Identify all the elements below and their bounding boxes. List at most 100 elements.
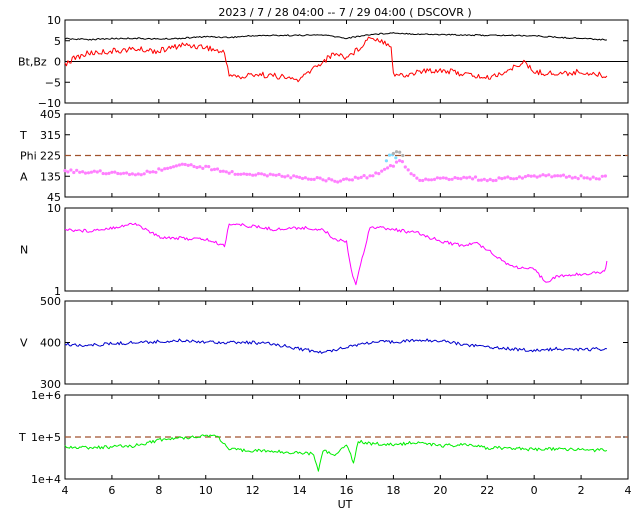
data-point <box>479 178 483 182</box>
data-point <box>207 165 211 169</box>
data-point <box>236 172 240 176</box>
y-tick-label: 0 <box>54 56 61 69</box>
data-point <box>435 176 439 180</box>
data-point <box>597 177 601 181</box>
data-point <box>163 167 167 171</box>
data-point <box>298 175 302 179</box>
data-point <box>330 178 334 182</box>
data-point <box>567 174 572 178</box>
chart-title: 2023 / 7 / 28 04:00 -- 7 / 29 04:00 ( DS… <box>218 6 471 19</box>
data-point <box>585 176 589 180</box>
data-point <box>409 172 413 176</box>
data-point <box>166 166 170 170</box>
data-point <box>63 169 67 173</box>
y-tick-label: 400 <box>40 337 61 350</box>
x-tick-label: 20 <box>433 484 447 497</box>
data-point <box>271 173 275 177</box>
data-point <box>415 176 419 180</box>
data-point <box>110 170 114 174</box>
data-point <box>239 172 243 176</box>
data-point <box>227 171 231 175</box>
data-point <box>438 176 442 180</box>
phi-series-2 <box>391 150 405 158</box>
phi-series-0 <box>63 159 608 184</box>
data-point <box>553 174 557 178</box>
data-point <box>265 174 269 178</box>
data-point <box>497 176 501 180</box>
data-point <box>130 172 134 176</box>
data-point <box>148 170 152 174</box>
data-point <box>66 170 70 174</box>
data-point <box>312 177 316 181</box>
data-point <box>591 175 595 179</box>
data-point <box>424 177 428 181</box>
data-point <box>160 168 164 172</box>
data-point <box>453 176 457 180</box>
data-point <box>212 167 217 171</box>
data-point <box>400 160 404 164</box>
data-point <box>230 170 234 174</box>
data-point <box>603 174 608 178</box>
y-tick-label: 1e+4 <box>31 473 61 486</box>
data-point <box>600 174 604 178</box>
data-point <box>242 172 246 176</box>
data-point <box>573 175 577 179</box>
data-point <box>324 179 328 183</box>
y-tick-label: −5 <box>45 76 61 89</box>
data-point <box>245 172 249 176</box>
data-point <box>511 177 516 181</box>
panel-frame <box>64 207 629 292</box>
data-point <box>547 173 551 177</box>
data-point <box>251 173 255 177</box>
data-point <box>180 162 184 166</box>
data-point <box>215 167 220 171</box>
y-tick-label: 315 <box>40 129 61 142</box>
data-point <box>169 166 173 170</box>
data-point <box>142 172 146 176</box>
data-point <box>321 178 325 182</box>
data-point <box>541 173 545 177</box>
data-point <box>398 150 402 154</box>
data-point <box>509 176 513 181</box>
data-point <box>561 173 566 177</box>
data-point <box>532 174 536 178</box>
data-point <box>327 177 331 181</box>
data-point <box>450 177 454 181</box>
x-tick-label: 2 <box>578 484 585 497</box>
data-point <box>432 177 437 181</box>
data-point <box>342 177 346 181</box>
data-point <box>401 153 405 158</box>
data-point <box>277 172 281 177</box>
data-point <box>224 170 228 174</box>
data-point <box>300 176 305 181</box>
data-point <box>280 174 284 178</box>
data-point <box>83 171 88 175</box>
data-point <box>157 167 161 171</box>
speed-series-line <box>64 338 607 354</box>
data-point <box>380 169 384 173</box>
data-point <box>306 177 310 181</box>
y-tick-label: 225 <box>40 150 61 163</box>
data-point <box>482 177 486 181</box>
data-point <box>204 164 208 168</box>
y-axis-label: N <box>20 244 28 257</box>
data-point <box>113 170 117 174</box>
data-point <box>427 178 431 182</box>
y-axis-label: Bt,Bz <box>18 56 47 69</box>
data-point <box>462 175 466 179</box>
data-point <box>259 172 264 176</box>
data-point <box>576 177 580 181</box>
data-point <box>582 176 586 180</box>
data-point <box>371 174 375 178</box>
x-tick-label: 16 <box>340 484 354 497</box>
y-tick-label: 1 <box>54 285 61 298</box>
data-point <box>368 174 372 178</box>
x-tick-label: 4 <box>625 484 632 497</box>
data-point <box>356 176 360 180</box>
y-tick-label: 45 <box>47 191 61 204</box>
panel-density: 10 1 N <box>20 202 629 298</box>
data-point <box>107 171 111 175</box>
panels: 10 5 0 −5 −10 Bt,Bz 405 315 225 135 45 T Phi A 10 1 N 500… <box>18 14 629 486</box>
data-point <box>459 177 463 181</box>
data-point <box>309 177 313 181</box>
